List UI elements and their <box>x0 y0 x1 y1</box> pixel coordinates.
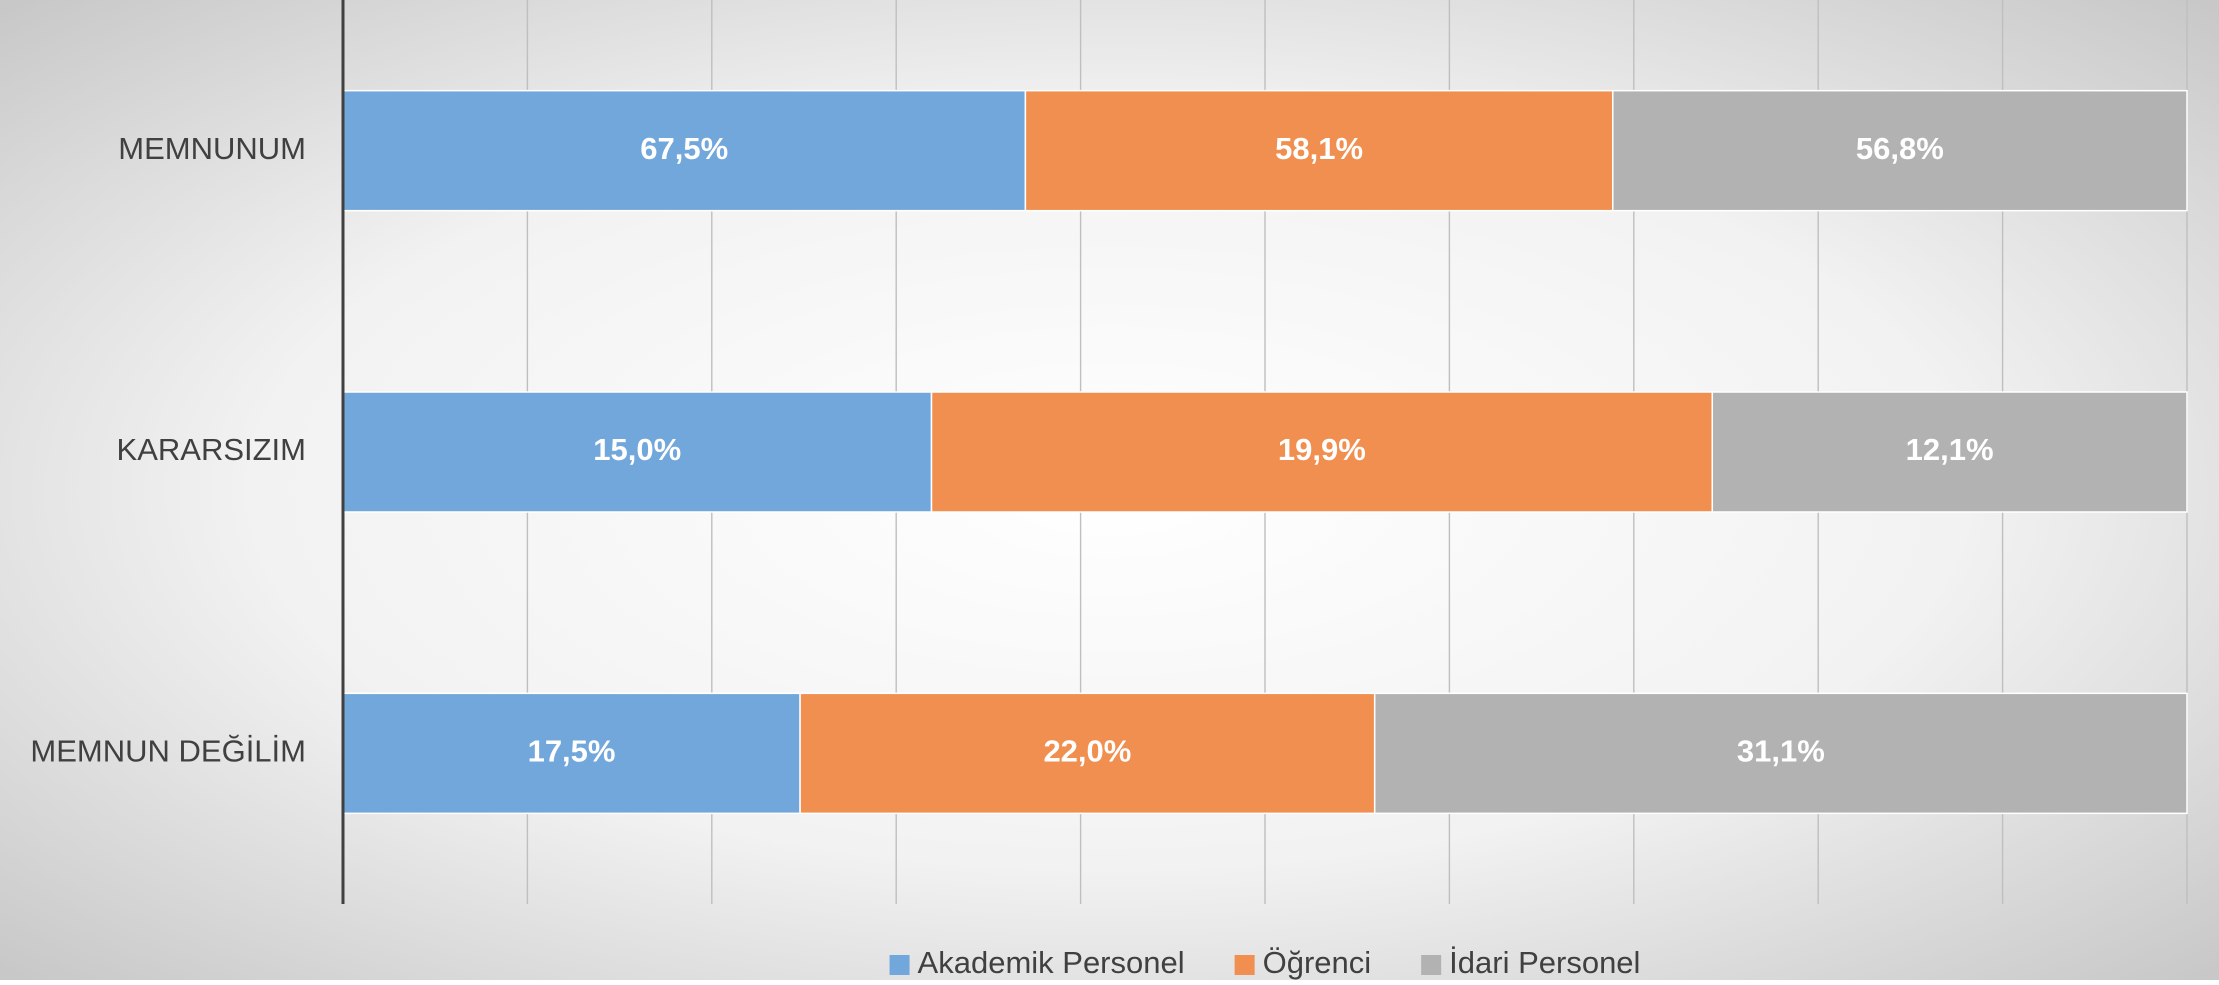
value-label: 12,1% <box>1906 432 1994 467</box>
legend-swatch <box>889 955 910 975</box>
bar-segment <box>342 692 801 815</box>
value-label: 58,1% <box>1275 131 1363 166</box>
bar-segment <box>930 391 1714 513</box>
bar-segment <box>799 692 1376 815</box>
category-label: MEMNUN DEĞİLİM <box>30 734 306 769</box>
bar-segment <box>1711 391 2188 513</box>
bar-segment <box>1612 89 2188 212</box>
value-label: 67,5% <box>640 131 728 166</box>
value-label: 31,1% <box>1737 734 1825 769</box>
legend-label: Akademik Personel <box>918 945 1185 980</box>
value-label: 22,0% <box>1043 734 1131 769</box>
value-label: 17,5% <box>528 734 616 769</box>
bar-segment <box>1373 692 2188 815</box>
category-label: KARARSIZIM <box>117 432 306 467</box>
value-label: 19,9% <box>1278 432 1366 467</box>
value-label: 56,8% <box>1856 131 1944 166</box>
legend-label: Öğrenci <box>1263 945 1372 980</box>
legend-swatch <box>1421 955 1442 975</box>
value-label: 15,0% <box>593 432 681 467</box>
legend-swatch <box>1234 955 1255 975</box>
legend-label: İdari Personel <box>1449 945 1640 980</box>
category-label: MEMNUNUM <box>118 131 306 166</box>
